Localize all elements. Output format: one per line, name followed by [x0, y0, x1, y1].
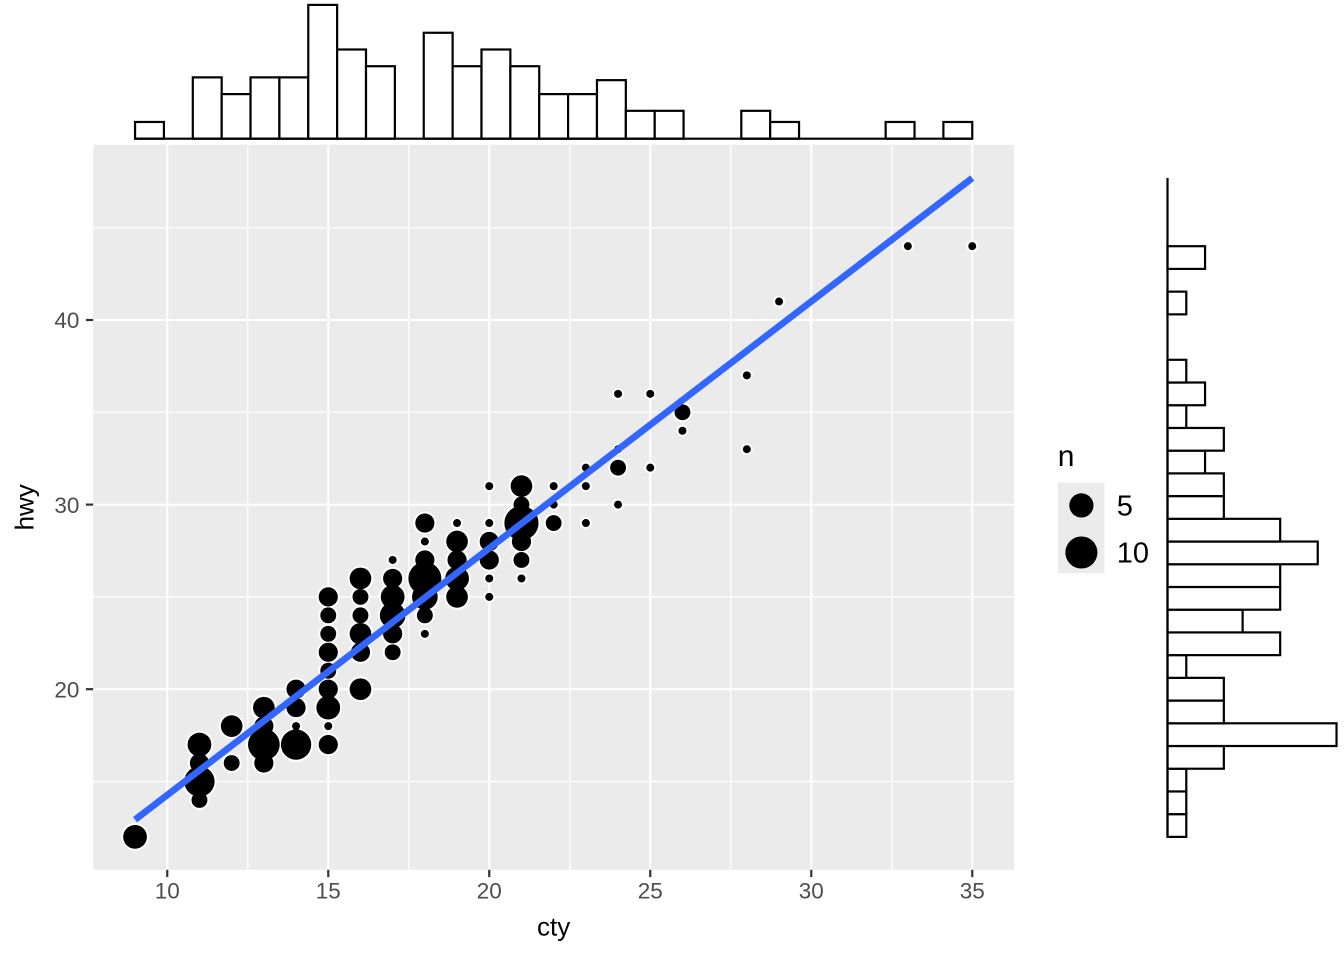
svg-text:15: 15: [316, 879, 341, 904]
svg-text:30: 30: [54, 493, 79, 518]
svg-text:cty: cty: [537, 912, 570, 942]
svg-text:hwy: hwy: [10, 484, 40, 530]
svg-text:n: n: [1058, 440, 1075, 473]
svg-text:30: 30: [799, 879, 824, 904]
svg-text:10: 10: [1117, 538, 1149, 570]
svg-text:20: 20: [477, 879, 502, 904]
svg-text:25: 25: [638, 879, 663, 904]
svg-text:10: 10: [155, 879, 180, 904]
svg-text:35: 35: [960, 879, 985, 904]
svg-text:20: 20: [54, 677, 79, 702]
svg-text:40: 40: [54, 308, 79, 333]
svg-text:5: 5: [1117, 491, 1133, 523]
